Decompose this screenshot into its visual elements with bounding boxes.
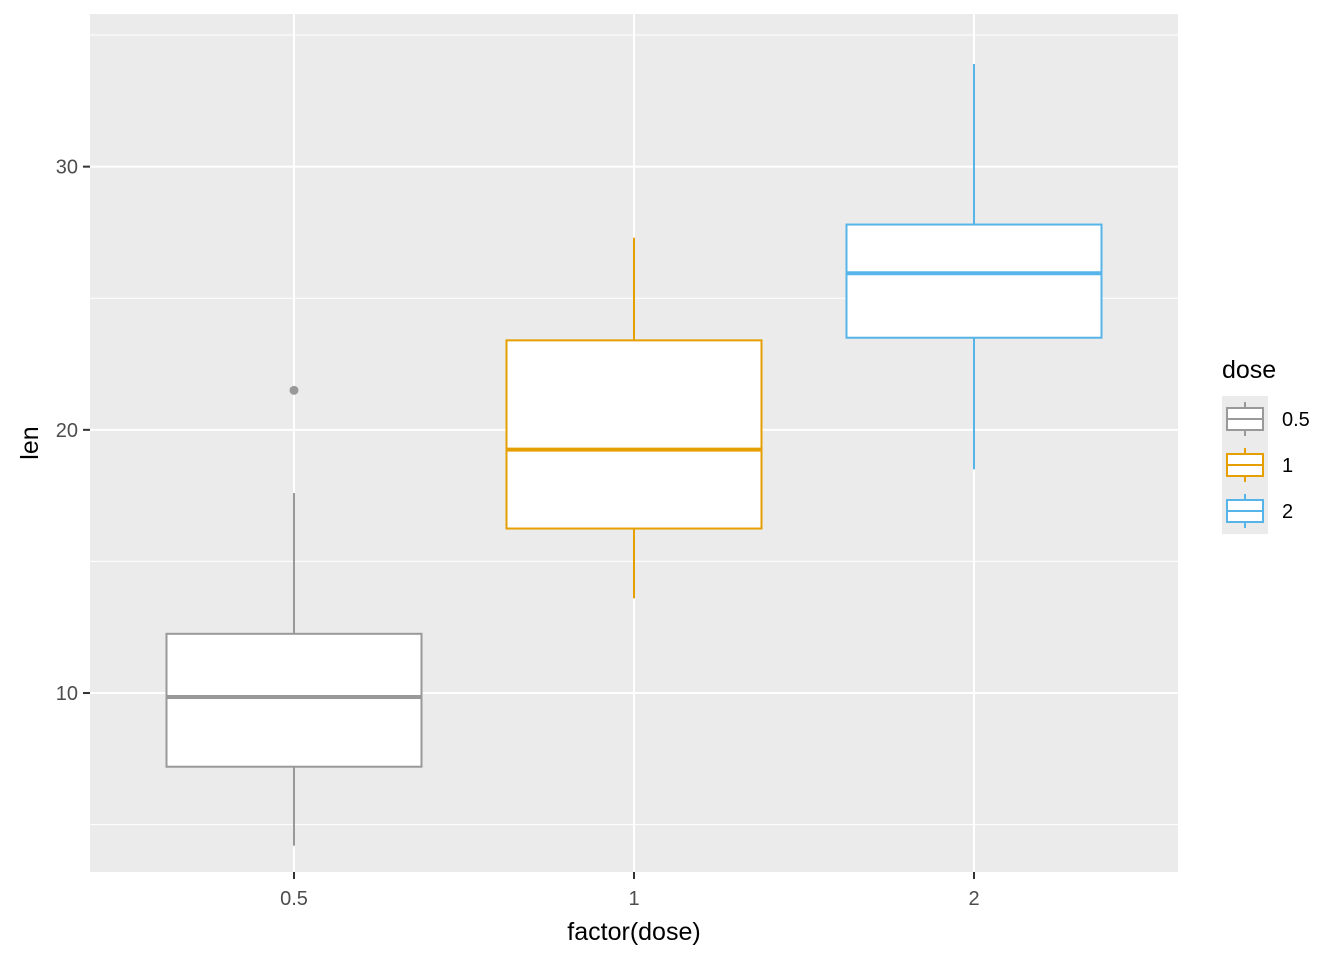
legend-key-1	[1222, 442, 1268, 488]
legend-label: 2	[1282, 501, 1293, 523]
x-tick-label: 2	[968, 888, 979, 910]
x-axis: 0.5 1 2	[280, 872, 980, 910]
legend: dose 0.5 1 2	[1222, 356, 1310, 534]
y-axis: 10 20 30	[56, 157, 90, 705]
legend-label: 1	[1282, 455, 1293, 477]
y-axis-title: len	[16, 426, 44, 459]
box-2	[845, 64, 1103, 470]
y-tick-label: 30	[56, 157, 78, 179]
box-iqr	[165, 632, 423, 768]
legend-label: 0.5	[1282, 409, 1310, 431]
y-tick-label: 10	[56, 683, 78, 705]
box-iqr	[505, 339, 763, 530]
box-0.5	[165, 385, 423, 846]
x-tick-label: 0.5	[280, 888, 308, 910]
y-tick-label: 20	[56, 420, 78, 442]
box-iqr	[845, 223, 1103, 339]
legend-title: dose	[1222, 356, 1276, 384]
x-axis-title: factor(dose)	[567, 918, 700, 946]
x-tick-label: 1	[628, 888, 639, 910]
outlier-point	[289, 385, 299, 395]
legend-key-2	[1222, 488, 1268, 534]
legend-key-0.5	[1222, 396, 1268, 442]
box-1	[505, 237, 763, 599]
boxes	[165, 64, 1103, 846]
